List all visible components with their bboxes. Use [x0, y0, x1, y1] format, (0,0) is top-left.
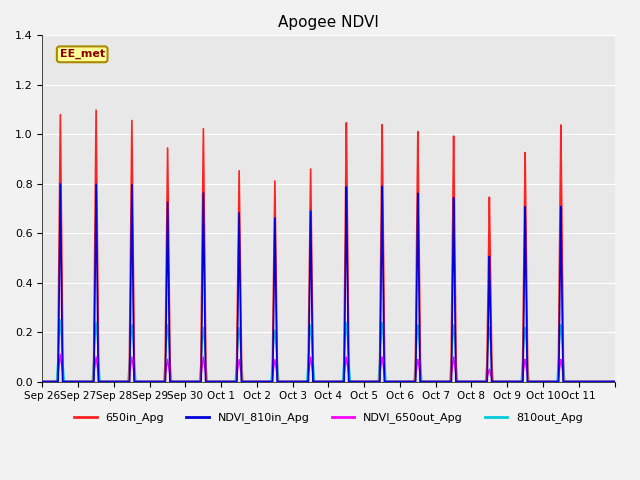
Legend: 650in_Apg, NDVI_810in_Apg, NDVI_650out_Apg, 810out_Apg: 650in_Apg, NDVI_810in_Apg, NDVI_650out_A…: [70, 408, 587, 428]
Text: EE_met: EE_met: [60, 49, 105, 60]
Title: Apogee NDVI: Apogee NDVI: [278, 15, 379, 30]
